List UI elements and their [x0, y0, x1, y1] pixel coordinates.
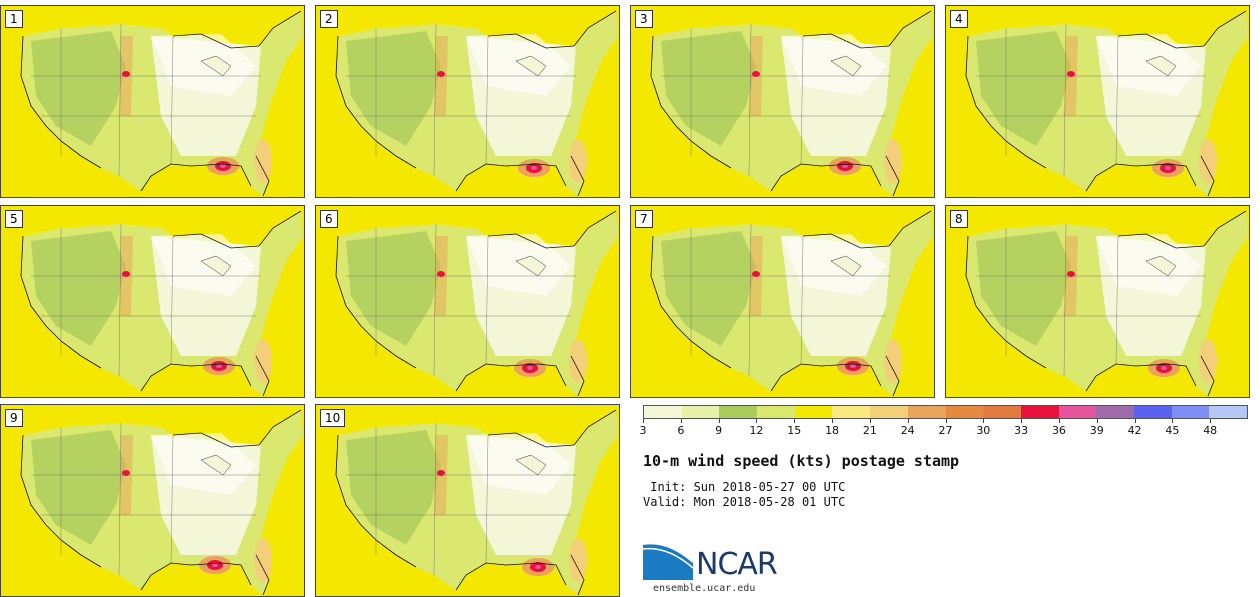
colorbar-tick-label: 36: [1051, 424, 1066, 437]
wind-speed-map: [631, 206, 934, 397]
wind-speed-map: [1, 6, 304, 197]
wind-speed-map: [631, 6, 934, 197]
colorbar-bin: [794, 406, 833, 418]
map-panel: 4: [945, 5, 1250, 198]
plot-title: 10-m wind speed (kts) postage stamp: [643, 452, 960, 470]
colorbar-bin: [907, 406, 946, 418]
colorbar-tick-mark: [869, 419, 871, 423]
wind-speed-map: [316, 206, 619, 397]
ensemble-url: ensemble.ucar.edu: [653, 583, 756, 594]
colorbar-tick-mark: [643, 419, 644, 423]
map-panel: 6: [315, 205, 620, 398]
wind-speed-map: [1, 206, 304, 397]
colorbar-tick-mark: [794, 419, 796, 423]
map-panel: 7: [630, 205, 935, 398]
colorbar-bin: [681, 406, 720, 418]
colorbar-tick-label: 42: [1127, 424, 1142, 437]
panel-label: 5: [5, 210, 23, 228]
colorbar-tick-label: 3: [639, 424, 647, 437]
colorbar-tick-mark: [1172, 419, 1174, 423]
colorbar-bin: [644, 406, 682, 418]
colorbar-bin: [832, 406, 871, 418]
colorbar-tick-label: 27: [938, 424, 953, 437]
colorbar-bin: [1096, 406, 1134, 418]
valid-time: Valid: Mon 2018-05-28 01 UTC: [643, 495, 846, 509]
colorbar-tick-mark: [1058, 419, 1060, 423]
colorbar-bin: [1133, 406, 1172, 418]
panel-label: 4: [950, 10, 968, 28]
colorbar-tick-mark: [907, 419, 909, 423]
ncar-logo-icon: [643, 542, 694, 580]
colorbar-bin: [945, 406, 984, 418]
colorbar-tick-mark: [756, 419, 758, 423]
map-panel: 8: [945, 205, 1250, 398]
colorbar-bin: [757, 406, 795, 418]
colorbar-tick-label: 45: [1165, 424, 1180, 437]
colorbar-tick-mark: [718, 419, 720, 423]
colorbar-tick-label: 18: [825, 424, 840, 437]
colorbar-tick-mark: [945, 419, 947, 423]
colorbar-tick-mark: [680, 419, 682, 423]
map-panel: 9: [0, 404, 305, 597]
colorbar-tick-mark: [1134, 419, 1136, 423]
panel-label: 7: [635, 210, 653, 228]
wind-speed-colorbar: [643, 405, 1248, 419]
map-panel: 2: [315, 5, 620, 198]
colorbar-bin: [1020, 406, 1059, 418]
panel-label: 8: [950, 210, 968, 228]
init-time: Init: Sun 2018-05-27 00 UTC: [643, 480, 846, 494]
colorbar-bin: [719, 406, 758, 418]
map-panel: 1: [0, 5, 305, 198]
colorbar-tick-mark: [832, 419, 834, 423]
colorbar-bin: [983, 406, 1021, 418]
colorbar-tick-label: 39: [1089, 424, 1104, 437]
panel-label: 3: [635, 10, 653, 28]
map-panel: 5: [0, 205, 305, 398]
colorbar-bin: [1209, 406, 1247, 418]
colorbar-tick-label: 33: [1014, 424, 1029, 437]
wind-speed-map: [1, 405, 304, 596]
colorbar-tick-mark: [1021, 419, 1023, 423]
panel-label: 1: [5, 10, 23, 28]
wind-speed-map: [316, 6, 619, 197]
colorbar-tick-label: 30: [976, 424, 991, 437]
colorbar-bin: [1171, 406, 1210, 418]
colorbar-tick-label: 6: [677, 424, 685, 437]
wind-speed-map: [946, 206, 1249, 397]
map-panel: 10: [315, 404, 620, 597]
colorbar-tick-label: 12: [749, 424, 764, 437]
panel-label: 2: [320, 10, 338, 28]
panel-label: 9: [5, 409, 23, 427]
ncar-logo-text: NCAR: [696, 547, 778, 582]
colorbar-tick-label: 21: [862, 424, 877, 437]
wind-speed-map: [946, 6, 1249, 197]
panel-label: 6: [320, 210, 338, 228]
colorbar-tick-mark: [1210, 419, 1212, 423]
panel-label: 10: [320, 409, 346, 427]
colorbar-tick-label: 24: [900, 424, 915, 437]
colorbar-tick-label: 48: [1203, 424, 1218, 437]
colorbar-tick-mark: [983, 419, 985, 423]
colorbar-tick-label: 15: [787, 424, 802, 437]
map-panel: 3: [630, 5, 935, 198]
colorbar-tick-label: 9: [715, 424, 723, 437]
wind-speed-map: [316, 405, 619, 596]
colorbar-tick-mark: [1096, 419, 1098, 423]
colorbar-bin: [870, 406, 908, 418]
colorbar-bin: [1058, 406, 1097, 418]
